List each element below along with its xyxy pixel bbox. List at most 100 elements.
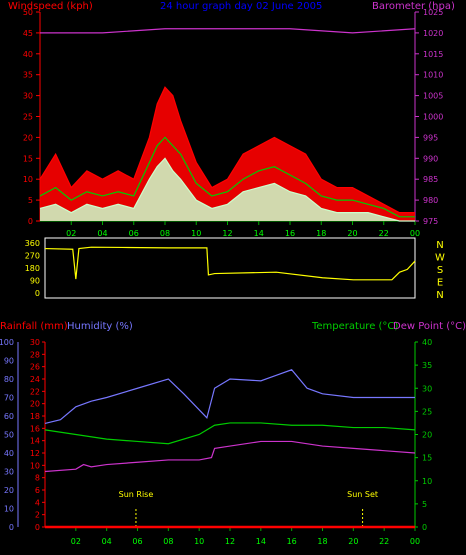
wind-ytick-label: 0 <box>28 217 33 226</box>
climate-panel-series <box>44 369 416 529</box>
climate-xtick-label: 04 <box>102 537 112 546</box>
wind-ytick-label: 10 <box>23 175 33 184</box>
humidity-ytick-label: 70 <box>4 394 14 403</box>
chart-title: 24 hour graph day 02 June 2005 <box>160 1 322 12</box>
humidity-ytick-label: 90 <box>4 357 14 366</box>
rain-ytick-label: 2 <box>35 511 40 520</box>
rain-ytick-label: 28 <box>30 350 40 359</box>
humidity-ytick-label: 80 <box>4 375 14 384</box>
wind-xtick-label: 02 <box>66 229 76 238</box>
humidity-ytick-label: 30 <box>4 468 14 477</box>
direction-compass-label: W <box>435 253 445 264</box>
direction-ytick-label: 0 <box>35 289 40 298</box>
barometer-ytick-label: 1000 <box>423 113 443 122</box>
barometer-ytick-label: 995 <box>423 133 438 142</box>
rain-ytick-label: 8 <box>35 474 40 483</box>
series-wind-gust-fill <box>40 87 415 222</box>
temperature-ytick-label: 0 <box>422 523 427 532</box>
climate-xtick-label: 20 <box>348 537 358 546</box>
rain-ytick-label: 14 <box>30 437 40 446</box>
rain-ytick-label: 10 <box>30 461 40 470</box>
humidity-ytick-label: 60 <box>4 412 14 421</box>
humidity-title: Humidity (%) <box>67 321 133 332</box>
barometer-ytick-label: 1015 <box>423 50 443 59</box>
rain-ytick-label: 16 <box>30 424 40 433</box>
direction-panel-series <box>44 246 416 281</box>
rain-ytick-label: 18 <box>30 412 40 421</box>
series-wind-speed-fill <box>40 158 415 221</box>
wind-panel-axes: 0510152025303540455097598098599099510001… <box>23 8 444 238</box>
direction-frame <box>44 237 416 299</box>
climate-xtick-label: 00 <box>410 537 420 546</box>
temperature-ytick-label: 5 <box>422 500 427 509</box>
direction-compass-label: S <box>437 265 443 276</box>
wind-panel-series <box>39 28 416 222</box>
climate-xtick-label: 12 <box>225 537 235 546</box>
climate-panel-axes: 0102030405060708090100024681012141618202… <box>0 338 432 546</box>
rain-ytick-label: 24 <box>30 375 40 384</box>
series-humidity-line <box>44 369 415 424</box>
wind-xtick-label: 22 <box>379 229 389 238</box>
wind-ytick-label: 20 <box>23 133 33 142</box>
wind-ytick-label: 25 <box>23 113 33 122</box>
temperature-ytick-label: 30 <box>422 384 432 393</box>
direction-ytick-label: 180 <box>25 264 40 273</box>
wind-ytick-label: 30 <box>23 92 33 101</box>
wind-xtick-label: 00 <box>410 229 420 238</box>
wind-xtick-label: 18 <box>316 229 326 238</box>
climate-xtick-label: 08 <box>163 537 173 546</box>
humidity-ytick-label: 40 <box>4 449 14 458</box>
climate-xtick-label: 16 <box>287 537 297 546</box>
humidity-ytick-label: 10 <box>4 505 14 514</box>
barometer-ytick-label: 1020 <box>423 29 443 38</box>
direction-ytick-label: 360 <box>25 239 40 248</box>
series-wind-average-line <box>39 136 415 218</box>
wind-xtick-label: 10 <box>191 229 201 238</box>
direction-compass-label: E <box>437 278 443 289</box>
climate-xtick-label: 06 <box>132 537 142 546</box>
sun-marker-label: Sun Rise <box>119 490 154 499</box>
direction-compass-label: N <box>436 240 443 251</box>
direction-ytick-label: 90 <box>30 277 40 286</box>
series-wind-speed-line <box>39 157 415 222</box>
wind-ytick-label: 5 <box>28 196 33 205</box>
barometer-ytick-label: 1005 <box>423 92 443 101</box>
temperature-title: Temperature (°C) <box>311 321 398 332</box>
climate-xtick-label: 02 <box>71 537 81 546</box>
rain-ytick-label: 6 <box>35 486 40 495</box>
wind-ytick-label: 45 <box>23 29 33 38</box>
series-temperature-line <box>44 422 416 445</box>
wind-xtick-label: 20 <box>347 229 357 238</box>
rain-ytick-label: 0 <box>35 523 40 532</box>
barometer-ytick-label: 975 <box>423 217 438 226</box>
wind-xtick-label: 08 <box>160 229 170 238</box>
wind-xtick-label: 12 <box>222 229 232 238</box>
wind-ytick-label: 15 <box>23 154 33 163</box>
series-dew-point-line <box>44 440 416 473</box>
climate-xtick-label: 22 <box>379 537 389 546</box>
wind-ylabel: Windspeed (kph) <box>8 1 93 12</box>
rain-ytick-label: 26 <box>30 363 40 372</box>
humidity-ytick-label: 50 <box>4 431 14 440</box>
temperature-ytick-label: 40 <box>422 338 432 347</box>
wind-ytick-label: 40 <box>23 50 33 59</box>
barometer-ytick-label: 985 <box>423 175 438 184</box>
humidity-ytick-label: 20 <box>4 486 14 495</box>
wind-xtick-label: 06 <box>129 229 139 238</box>
temperature-ytick-label: 35 <box>422 361 432 370</box>
wind-xtick-label: 16 <box>285 229 295 238</box>
humidity-ytick-label: 0 <box>9 523 14 532</box>
rain-ytick-label: 4 <box>35 498 40 507</box>
rainfall-title: Rainfall (mm) <box>0 321 68 332</box>
sun-marker-label: Sun Set <box>347 490 378 499</box>
wind-ytick-label: 50 <box>23 8 33 17</box>
wind-xtick-label: 14 <box>254 229 264 238</box>
wind-ytick-label: 35 <box>23 71 33 80</box>
series-direction-line <box>44 246 416 281</box>
barometer-ytick-label: 990 <box>423 154 438 163</box>
wind-xtick-label: 04 <box>97 229 107 238</box>
barometer-ylabel: Barometer (hpa) <box>372 1 455 12</box>
dewpoint-title: Dew Point (°C) <box>393 321 466 332</box>
